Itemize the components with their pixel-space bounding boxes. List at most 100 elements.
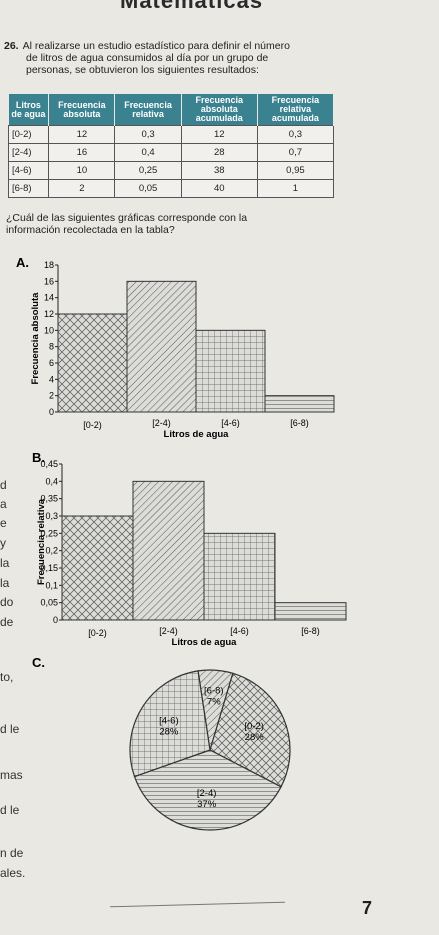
y-tick-label: 0,25 [40, 528, 58, 538]
col-header-frec-relativa: Frecuencia relativa [114, 94, 182, 126]
y-tick-label: 0,05 [40, 598, 58, 608]
x-tick-label: [2-4) [152, 418, 171, 428]
chart-option-label: B. [32, 450, 45, 465]
pie-slice-label: [4-6) [159, 715, 179, 726]
bar-[0-2) [61, 515, 134, 621]
table-row: [6-8) 2 0,05 40 1 [7, 179, 335, 198]
bar-[0-2) [57, 313, 128, 413]
x-tick-label: [0-2) [83, 420, 102, 430]
y-tick-label: 2 [49, 391, 54, 401]
table-cell: [0-2) [7, 125, 50, 144]
table-cell: [6-8) [7, 179, 50, 198]
x-tick-label: [4-6) [221, 418, 240, 428]
table-cell: 16 [48, 143, 116, 162]
pie-slice-label: [2-4) [197, 788, 217, 799]
table-cell: 12 [48, 125, 116, 144]
left-page-fragment: y [0, 536, 6, 550]
question-number: 26. [4, 40, 19, 52]
y-tick-label: 0 [49, 407, 54, 417]
left-page-fragment: mas [0, 768, 23, 782]
y-tick-label: 0,45 [40, 459, 58, 469]
pie-slice-percent: 28% [159, 726, 179, 737]
table-cell: 28 [180, 143, 258, 162]
table-cell: 1 [256, 179, 335, 198]
pie-slice-[4-6) [129, 670, 211, 778]
pie-slice-[2-4) [133, 749, 282, 831]
question-line-3: personas, se obtuvieron los siguientes r… [26, 64, 259, 76]
chart-c-pie: C.[6-8)7%[0-2)28%[2-4)37%[4-6)28% [32, 655, 291, 831]
x-tick-label: [0-2) [88, 628, 107, 638]
y-tick-label: 0,1 [45, 580, 58, 590]
x-axis-label: Litros de agua [172, 637, 238, 648]
table-cell: 0,4 [114, 143, 182, 162]
col-header-frec-absoluta: Frecuencia absoluta [48, 94, 116, 126]
y-tick-label: 4 [49, 374, 54, 384]
y-tick-label: 6 [49, 358, 54, 368]
table-cell: 40 [180, 179, 258, 198]
table-cell: 38 [180, 161, 258, 180]
col-header-litros: Litros de agua [8, 94, 50, 126]
subquestion-line-1: ¿Cuál de las siguientes gráficas corresp… [6, 212, 248, 224]
table-row: [0-2) 12 0,3 12 0,3 [7, 125, 335, 144]
x-tick-label: [4-6) [230, 626, 249, 636]
y-tick-label: 14 [44, 293, 54, 303]
table-cell: 0,3 [114, 125, 182, 144]
chart-b-relative-frequency: B. 0 0,05 0,1 0,15 0,2 0,25 0,3 0,35 0,4 0,45 [0-2)… [32, 450, 347, 648]
left-page-fragment: d [0, 478, 7, 492]
y-tick-label: 8 [49, 342, 54, 352]
question-line-2: de litros de agua consumidos al día por … [26, 52, 269, 64]
y-tick-label: 18 [44, 260, 54, 270]
pie-slice-label: [0-2) [244, 721, 264, 732]
left-page-fragment: de [0, 615, 14, 629]
x-tick-label: [6-8) [290, 418, 309, 428]
bar-[2-4) [126, 280, 197, 413]
y-tick-label: 10 [44, 325, 54, 335]
subquestion-line-2: información recolectada en la tabla? [6, 224, 175, 236]
question-26: 26. Al realizarse un estudio estadístico … [4, 40, 432, 76]
table-cell: [2-4) [7, 143, 50, 162]
left-page-fragment: do [0, 595, 14, 609]
table-cell: 12 [180, 125, 258, 144]
table-row: [2-4) 16 0,4 28 0,7 [7, 143, 335, 162]
bar-[4-6) [195, 329, 266, 413]
left-page-fragment: la [0, 556, 10, 570]
left-page-fragment: ales. [0, 866, 26, 880]
left-page-fragment: d le [0, 722, 20, 736]
pie-slice-[0-2) [209, 672, 291, 788]
table-cell: 0,25 [114, 161, 182, 180]
x-tick-label: [6-8) [301, 626, 320, 636]
left-page-fragment: n de [0, 846, 24, 860]
left-page-fragment: to, [0, 670, 14, 684]
page-number: 7 [362, 898, 373, 918]
x-tick-label: [2-4) [159, 626, 178, 636]
col-header-frec-rel-acumulada: Frecuencia relativa acumulada [257, 94, 335, 126]
table-header-row: Litros de agua Frecuencia absoluta Frecu… [8, 94, 335, 126]
y-tick-label: 0,2 [45, 546, 58, 556]
left-page-fragment: e [0, 516, 7, 530]
chart-a-absolute-frequency: A. 0 2 4 6 8 10 12 14 16 18 [0-2) [2-4) [4-6) [6-8) Lit… [16, 255, 335, 440]
pie-slice-percent: 37% [197, 799, 217, 810]
left-page-fragment: la [0, 576, 10, 590]
chart-option-label: C. [32, 655, 45, 670]
subquestion: ¿Cuál de las siguientes gráficas corresp… [6, 212, 432, 236]
table-cell: 0,7 [256, 143, 335, 162]
col-header-frec-abs-acumulada: Frecuencia absoluta acumulada [181, 94, 258, 126]
y-axis-label: Frecuencia relativa [36, 498, 47, 585]
pie-slice-percent: 7% [207, 697, 221, 708]
table-cell: 2 [48, 179, 116, 198]
x-axis-label: Litros de agua [164, 429, 230, 440]
table-row: [4-6) 10 0,25 38 0,95 [7, 161, 335, 180]
pie-slice-percent: 28% [245, 732, 265, 743]
left-page-fragment: d le [0, 803, 20, 817]
left-page-fragment: a [0, 497, 7, 511]
bar-[6-8) [264, 395, 335, 413]
table-cell: 10 [48, 161, 116, 180]
y-axis-label: Frecuencia absoluta [30, 292, 41, 385]
frequency-table: Litros de agua Frecuencia absoluta Frecu… [7, 94, 335, 198]
bar-[2-4) [132, 480, 205, 621]
table-cell: 0,95 [256, 161, 335, 180]
table-cell: 0,05 [114, 179, 182, 198]
pie-slice-label: [6-8) [204, 686, 224, 697]
bar-[6-8) [274, 602, 347, 621]
y-tick-label: 0,35 [40, 494, 58, 504]
